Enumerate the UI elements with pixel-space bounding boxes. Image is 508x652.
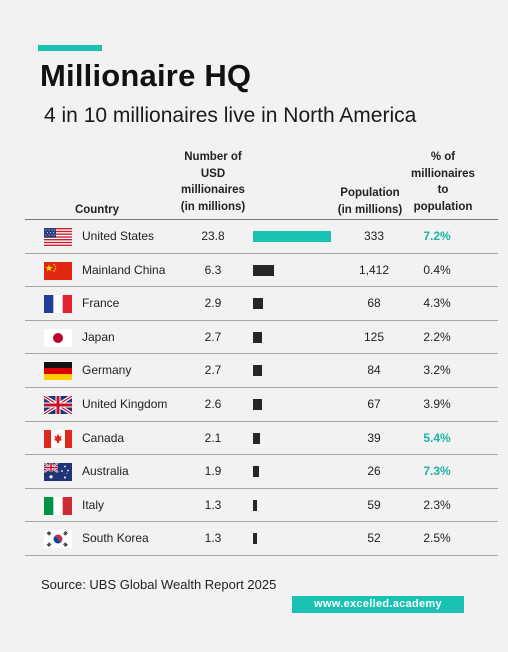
population-value: 1,412 [358,262,390,277]
table-row: Mainland China 6.3 1,412 0.4% [25,254,498,288]
table-row: Italy 1.3 59 2.3% [25,489,498,523]
accent-bar [38,45,102,51]
millionaires-value: 2.7 [204,329,222,344]
germany-flag-icon [44,362,72,381]
table-row: Japan 2.7 125 2.2% [25,321,498,355]
country-name: Mainland China [82,262,166,277]
country-name: United Kingdom [82,396,168,411]
country-name: Australia [82,464,129,479]
millionaires-value: 2.9 [204,296,222,311]
pct-value: 4.3% [423,296,451,311]
millionaires-bar [253,499,258,511]
country-name: South Korea [82,531,149,546]
japan-flag-icon [44,328,72,347]
millionaires-bar [253,331,262,343]
millionaire-table: United States 23.8 333 7.2% Mainland China 6.… [25,219,498,556]
country-name: France [82,296,120,311]
china-flag-icon [44,261,72,280]
australia-flag-icon [44,463,72,482]
pct-value: 2.5% [423,531,451,546]
italy-flag-icon [44,496,72,515]
millionaires-bar [253,231,331,242]
millionaires-value: 1.9 [204,464,222,479]
country-name: Japan [82,329,115,344]
pct-value: 7.2% [423,229,451,243]
table-row: United States 23.8 333 7.2% [25,220,498,254]
millionaires-bar [253,298,263,310]
country-name: Canada [82,430,125,445]
millionaires-bar [253,365,262,377]
france-flag-icon [44,295,72,314]
page-subtitle: 4 in 10 millionaires live in North Ameri… [44,104,417,127]
canada-flag-icon [44,429,72,448]
pct-value: 7.3% [423,464,451,479]
population-value: 84 [367,363,381,378]
pct-value: 2.3% [423,497,451,512]
header-country: Country [74,204,120,216]
website-link[interactable]: www.excelled.academy [292,596,464,613]
millionaires-value: 2.7 [204,363,222,378]
population-value: 68 [367,296,381,311]
pct-value: 2.2% [423,329,451,344]
table-row: Germany 2.7 84 3.2% [25,354,498,388]
south-korea-flag-icon [44,530,72,549]
uk-flag-icon [44,395,72,414]
population-value: 125 [363,329,385,344]
millionaires-value: 1.3 [204,497,222,512]
country-name: Germany [82,363,132,378]
millionaires-value: 1.3 [204,531,222,546]
country-name: United States [82,229,155,243]
table-row: Canada 2.1 39 5.4% [25,422,498,456]
page-title: Millionaire HQ [40,58,252,93]
population-value: 39 [367,430,381,445]
header-pct-millionaires: % of millionaires to population [411,151,475,213]
table-row: South Korea 1.3 52 2.5% [25,522,498,556]
pct-value: 3.9% [423,396,451,411]
source-note: Source: UBS Global Wealth Report 2025 [41,577,277,592]
table-row: United Kingdom 2.6 67 3.9% [25,388,498,422]
pct-value: 5.4% [423,430,451,445]
header-population: Population (in millions) [337,187,403,216]
millionaires-bar [253,432,260,444]
population-value: 333 [363,229,385,243]
millionaires-bar [253,533,258,545]
millionaires-value: 2.6 [204,396,222,411]
us-flag-icon [44,228,72,246]
millionaires-bar [253,264,274,276]
pct-value: 3.2% [423,363,451,378]
table-row: France 2.9 68 4.3% [25,287,498,321]
table-row: Australia 1.9 26 7.3% [25,455,498,489]
millionaires-value: 23.8 [201,229,225,243]
population-value: 52 [367,531,381,546]
population-value: 59 [367,497,381,512]
country-name: Italy [82,497,105,512]
header-millionaires: Number of USD millionaires (in millions) [180,151,246,213]
pct-value: 0.4% [423,262,451,277]
population-value: 26 [367,464,381,479]
millionaires-value: 2.1 [204,430,222,445]
millionaires-bar [253,466,260,478]
millionaires-bar [253,398,262,410]
millionaires-value: 6.3 [204,262,222,277]
population-value: 67 [367,396,381,411]
